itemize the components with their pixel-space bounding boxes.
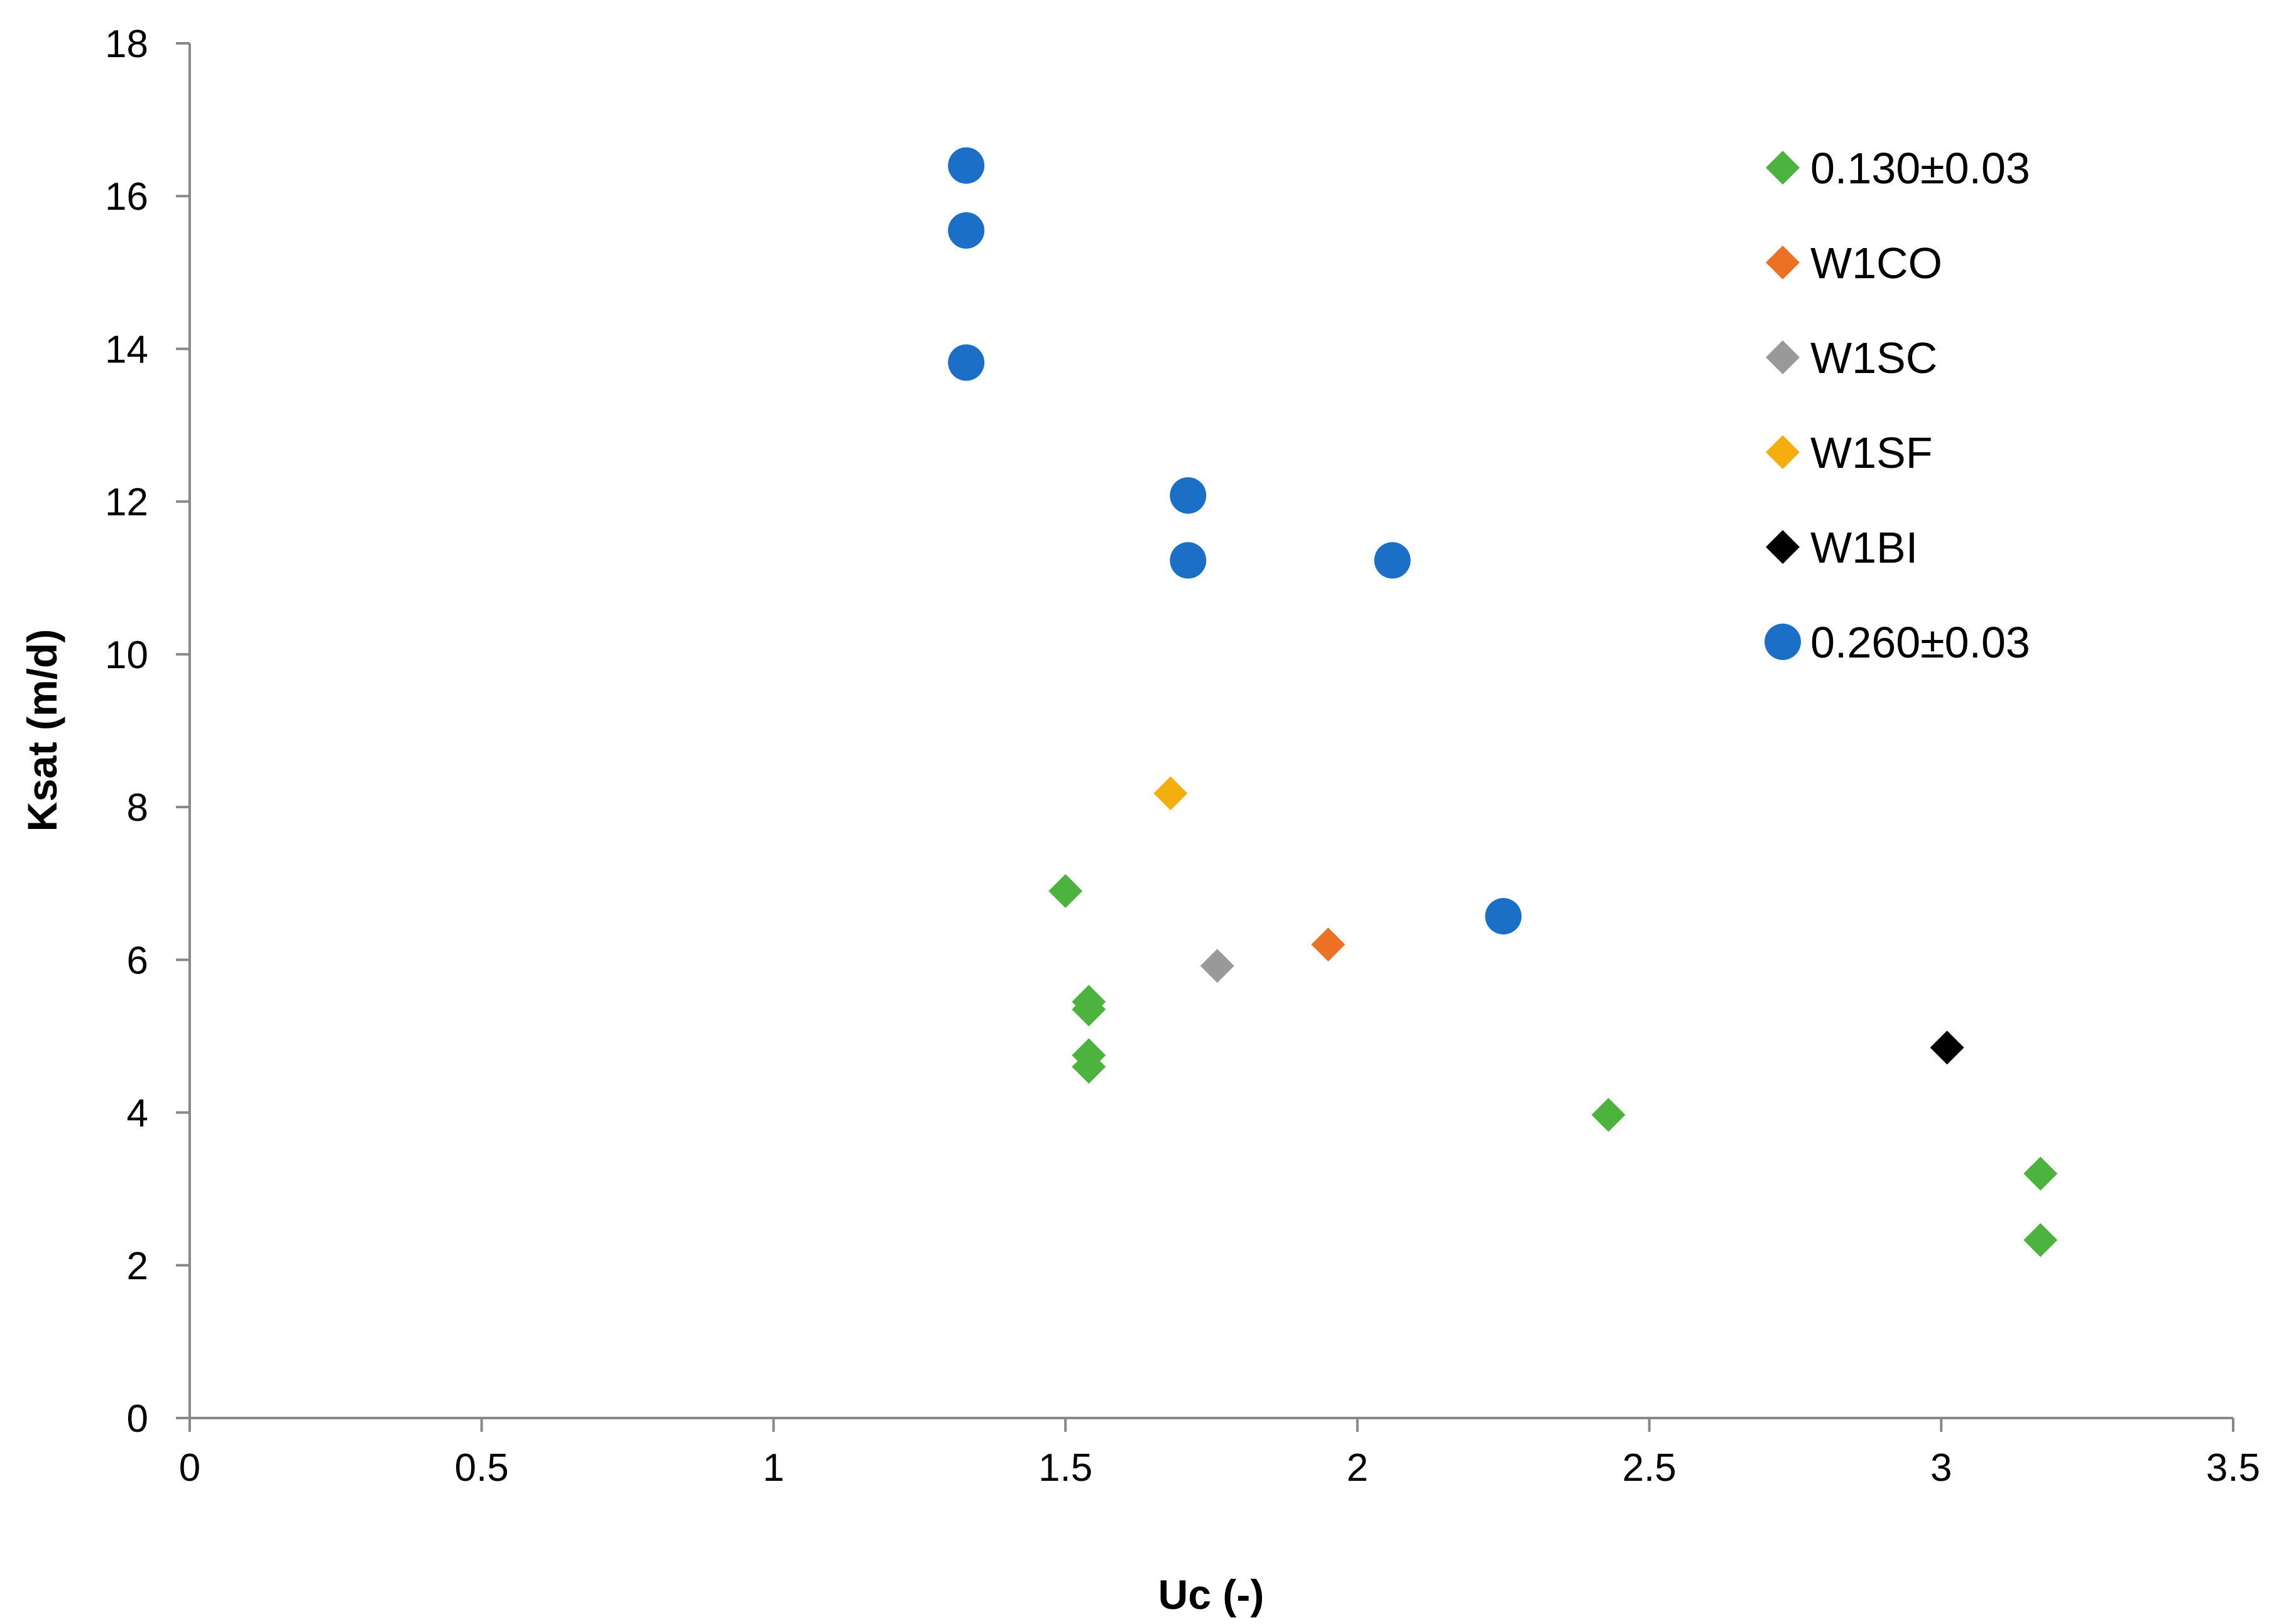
legend-label: 0.130±0.03 [1810,144,2030,193]
legend-label: W1BI [1810,523,1918,572]
legend-marker [1766,246,1800,279]
legend-label: 0.260±0.03 [1810,618,2030,667]
axes [188,43,2233,1419]
data-point [2023,1156,2058,1191]
legend-marker [1766,340,1800,374]
x-tick-label: 1 [763,1446,784,1490]
data-point [1170,477,1207,514]
data-point [1311,928,1346,962]
x-axis-title: Uc (-) [1158,1571,1265,1618]
data-point [1591,1098,1626,1132]
data-point [1485,898,1522,935]
y-axis-title: Ksat (m/d) [19,629,65,832]
legend-marker [1766,435,1800,469]
ticks [176,42,2234,1432]
x-tick-label: 1.5 [1038,1446,1092,1490]
data-point [948,344,985,381]
legend-label: W1CO [1810,239,1942,288]
data-points [948,147,2058,1257]
legend-marker [1766,530,1800,564]
data-point [1072,992,1106,1027]
data-point [1374,542,1411,579]
legend-marker [1766,151,1800,185]
legend: 0.130±0.03 W1CO W1SC W1SF W1BI 0.260±0.03 [1765,144,2030,667]
y-tick-label: 18 [105,23,148,66]
y-tick-label: 8 [127,786,148,830]
y-tick-label: 10 [105,634,148,677]
legend-label: W1SF [1810,428,1932,477]
tick-labels: 0 0.5 1 1.5 2 2.5 3 3.5 0 2 4 6 8 10 12 14 16 18 [105,23,2260,1490]
data-point [1200,949,1234,983]
legend-label: W1SC [1810,333,1937,382]
data-point [1930,1031,1964,1065]
x-tick-label: 2.5 [1622,1446,1676,1490]
data-point [1153,776,1188,811]
x-tick-label: 3 [1930,1446,1952,1490]
y-tick-label: 16 [105,175,148,219]
data-point [948,147,985,184]
x-tick-label: 0 [179,1446,200,1490]
data-point [1170,542,1207,579]
x-tick-label: 0.5 [455,1446,509,1490]
y-tick-label: 2 [127,1245,148,1288]
x-tick-label: 3.5 [2206,1446,2260,1490]
y-tick-label: 14 [105,328,148,371]
x-tick-label: 2 [1347,1446,1368,1490]
y-tick-label: 6 [127,939,148,982]
y-tick-label: 12 [105,481,148,524]
legend-marker [1765,624,1801,660]
data-point [2023,1223,2058,1257]
data-point [948,212,985,249]
data-point [1072,1049,1106,1084]
data-point [1048,874,1083,908]
y-tick-label: 0 [127,1397,148,1441]
y-tick-label: 4 [127,1092,148,1135]
